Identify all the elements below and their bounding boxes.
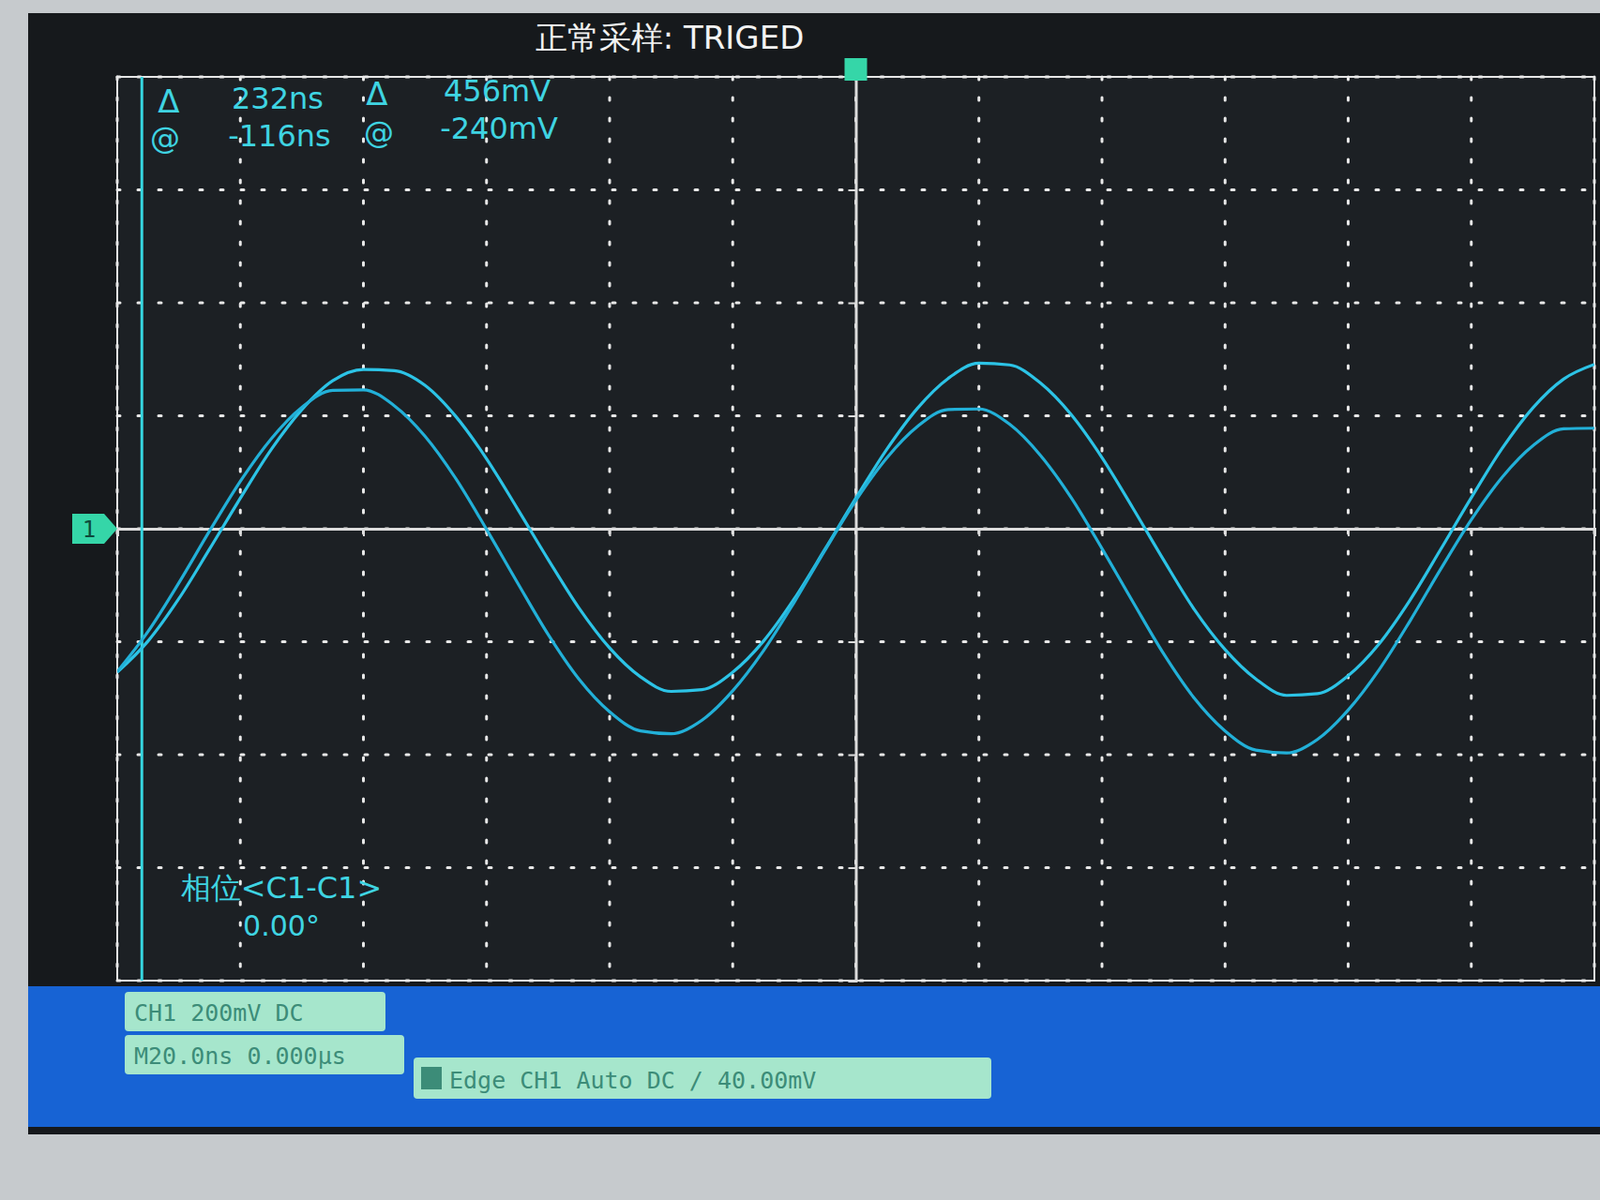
tick	[609, 528, 611, 537]
tick-mark	[848, 189, 857, 192]
grid	[117, 76, 1595, 982]
bezel	[0, 0, 1600, 1200]
annotation: -116ns	[227, 118, 332, 154]
annotation: Δ	[365, 75, 388, 113]
annotation: -240mV	[439, 110, 559, 147]
tick	[848, 416, 857, 418]
status-text: CH1 200mV DC	[134, 999, 304, 1027]
status-text: M20.0ns 0.000μs	[134, 1042, 347, 1071]
tick-mark	[848, 415, 857, 418]
tick	[1594, 528, 1596, 537]
annotation: 0.00°	[242, 909, 320, 943]
trigger-marker	[845, 58, 868, 81]
tick-mark	[848, 528, 857, 531]
annotation: 相位<C1-C1>	[181, 870, 383, 906]
status-box	[124, 992, 386, 1032]
tick-mark	[1224, 528, 1227, 537]
annotation: @	[150, 120, 181, 156]
trace	[117, 362, 1595, 695]
trigger-icon	[421, 1067, 442, 1090]
tick-mark	[240, 528, 242, 537]
tick-mark	[1101, 528, 1104, 537]
tick-mark	[848, 981, 857, 983]
tick	[117, 528, 119, 537]
tick	[848, 868, 857, 870]
tick	[848, 528, 857, 530]
tick-mark	[848, 867, 857, 870]
tick-mark	[732, 528, 735, 537]
tick	[848, 642, 857, 644]
channel-marker: 1	[72, 513, 118, 544]
tick	[848, 190, 857, 192]
tick-mark	[848, 302, 857, 305]
tick-mark	[978, 528, 981, 537]
annotation: 456mV	[443, 73, 551, 109]
channel-marker-shape	[72, 513, 118, 544]
title: 正常采样: TRIGED	[535, 18, 805, 57]
tick-mark	[362, 528, 365, 537]
tick	[848, 754, 857, 756]
tick	[1348, 528, 1350, 537]
status-box	[124, 1035, 405, 1075]
tick	[1471, 528, 1473, 537]
tick-mark	[1594, 528, 1597, 537]
tick	[848, 302, 857, 304]
plot-area	[117, 76, 1595, 982]
tick-mark	[848, 641, 857, 644]
y-axis	[848, 77, 858, 982]
tick	[979, 528, 981, 537]
cursor-line	[140, 76, 144, 982]
screen	[28, 13, 1600, 1135]
tick	[1224, 528, 1226, 537]
tick-mark	[848, 754, 857, 757]
annotation: @	[363, 114, 394, 151]
tick	[1101, 528, 1103, 537]
tick	[848, 981, 857, 982]
tick	[363, 528, 365, 537]
tick-mark	[117, 528, 120, 537]
annotation: Δ	[157, 82, 180, 121]
channel-marker-label: 1	[82, 516, 96, 544]
annotation: 232ns	[231, 80, 324, 117]
traces	[117, 76, 1595, 982]
tick-mark	[1347, 528, 1350, 537]
tick-mark	[609, 528, 612, 537]
trace	[117, 390, 1595, 754]
scope-photo: 1 正常采样: TRIGED Δ 232ns Δ 456mV @ -116ns @ -240mV 相…	[0, 0, 1600, 1200]
axis-line	[848, 77, 858, 982]
status-text: Edge CH1 Auto DC / 40.00mV	[449, 1067, 816, 1095]
tick	[240, 528, 242, 537]
status-box	[413, 1057, 992, 1100]
tick	[732, 528, 734, 537]
tick-mark	[1470, 528, 1473, 537]
status-band	[28, 986, 1600, 1128]
